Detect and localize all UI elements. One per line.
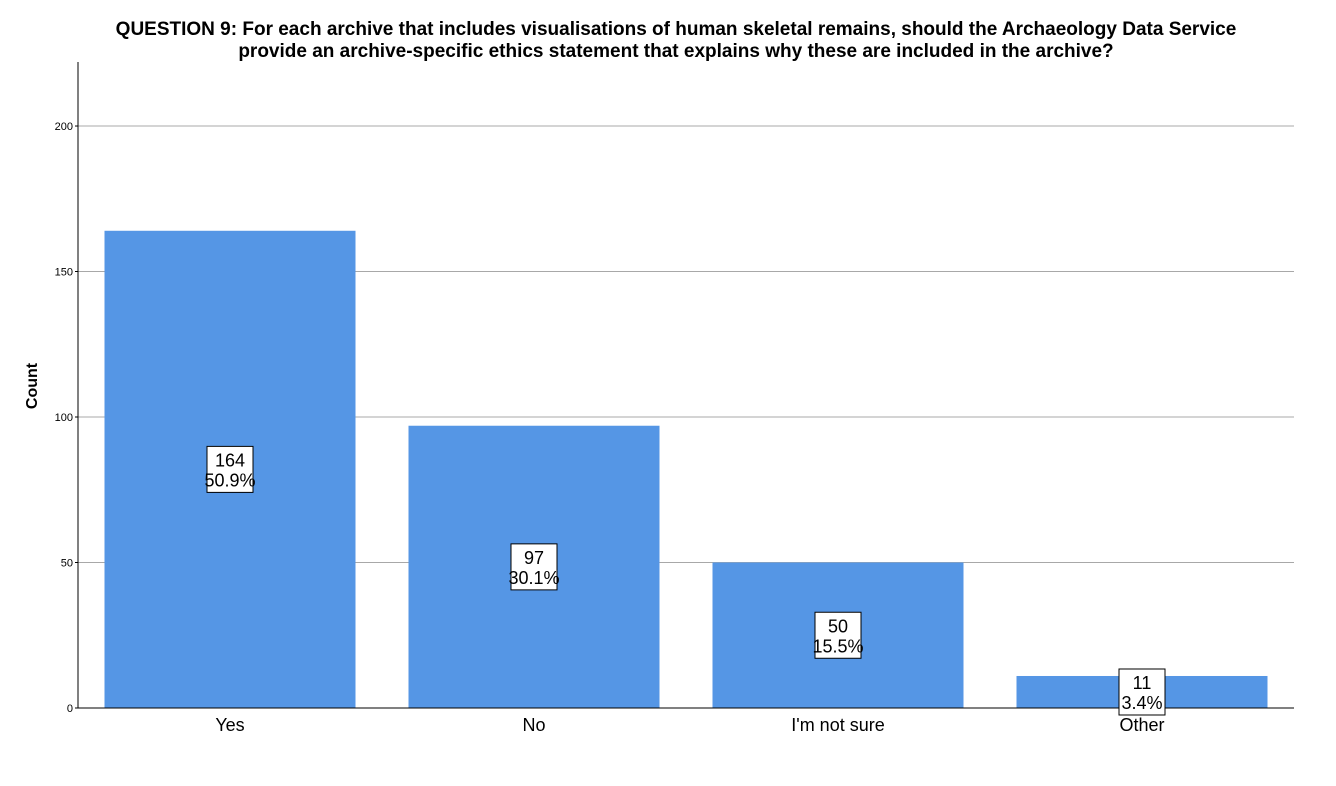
- data-label-percent: 15.5%: [812, 636, 863, 656]
- y-tick-label: 100: [55, 412, 73, 424]
- data-label-count: 50: [828, 616, 848, 636]
- y-tick-label: 150: [55, 267, 73, 279]
- data-label-percent: 3.4%: [1121, 693, 1162, 713]
- x-tick-label: Yes: [215, 715, 244, 735]
- data-label-box: [510, 543, 558, 591]
- chart-title-line-2: provide an archive-specific ethics state…: [238, 41, 1114, 62]
- data-label-box: [814, 611, 862, 659]
- y-tick-label: 200: [55, 121, 73, 133]
- bars: [104, 230, 1268, 708]
- x-tick-label: Other: [1119, 715, 1164, 735]
- x-tick-label: No: [522, 715, 545, 735]
- axes: [77, 62, 1294, 709]
- data-label-count: 164: [215, 450, 245, 470]
- y-tick-labels: 0 50 100 150 200: [55, 121, 78, 715]
- x-tick-labels: Yes No I'm not sure Other: [215, 715, 1164, 735]
- data-label-box: [1118, 668, 1166, 716]
- chart-title: QUESTION 9: For each archive that includ…: [0, 19, 1336, 63]
- data-label-percent: 30.1%: [508, 568, 559, 588]
- y-axis-title: Count: [24, 362, 41, 409]
- data-label-count: 11: [1133, 673, 1152, 693]
- y-tick-label: 0: [67, 703, 73, 715]
- data-label-percent: 50.9%: [204, 470, 255, 490]
- data-label: 113.4%: [1118, 668, 1166, 716]
- chart-title-line-1: QUESTION 9: For each archive that includ…: [115, 19, 1237, 40]
- data-label-box: [206, 445, 254, 493]
- x-tick-label: I'm not sure: [791, 715, 884, 735]
- data-label-count: 97: [524, 548, 544, 568]
- y-tick-label: 50: [61, 558, 73, 570]
